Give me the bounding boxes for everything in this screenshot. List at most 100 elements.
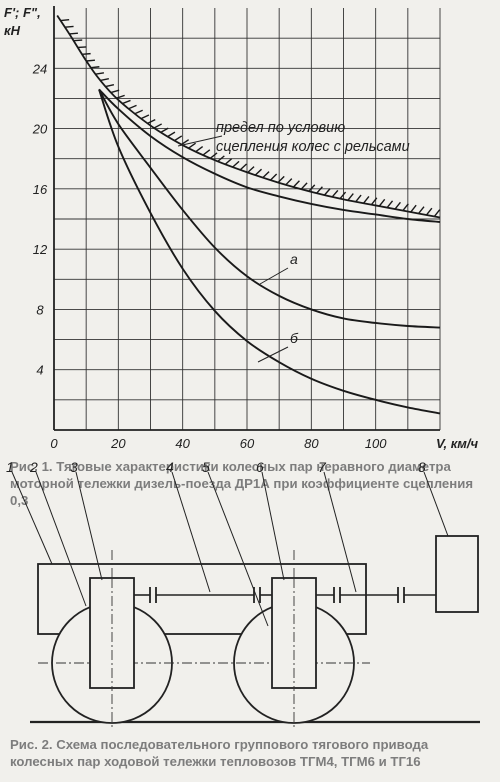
hatch-mark: [217, 155, 225, 162]
hatch-mark: [378, 198, 386, 207]
hatch-mark: [95, 72, 105, 75]
callout-8: 8: [418, 460, 426, 475]
axle-gearbox-left: [89, 577, 135, 689]
hatch-mark: [394, 201, 401, 210]
hatch-mark: [122, 99, 131, 105]
curve-label-a: а: [290, 251, 298, 267]
hatch-mark: [247, 166, 255, 174]
hatch-mark: [300, 182, 308, 190]
hatch-mark: [86, 59, 96, 62]
hatch-mark: [269, 173, 278, 181]
hatch-mark: [116, 94, 125, 99]
figure2-caption: Рис. 2. Схема последовательного группово…: [10, 737, 429, 769]
hatch-mark: [195, 145, 204, 153]
limit-annotation-leader: [177, 135, 223, 147]
y-tick-label: 8: [36, 302, 44, 317]
engine-block: [435, 535, 479, 613]
chart-grid: [54, 8, 440, 430]
bogie-frame: [37, 563, 367, 635]
hatch-mark: [239, 163, 248, 171]
tick-labels: 0 20 40 60 80 100 4 8 12 16 20 24: [32, 61, 388, 451]
hatch-mark: [81, 52, 91, 55]
hatch-mark: [370, 197, 378, 206]
hatch-mark: [308, 184, 316, 192]
hatch-mark: [277, 175, 285, 183]
y-tick-label: 16: [33, 182, 48, 197]
curve-b: [98, 89, 441, 415]
hatch-mark: [73, 39, 83, 42]
hatch-mark: [153, 123, 163, 129]
curve-limit-solid: [98, 88, 441, 223]
hatch-mark: [425, 207, 433, 216]
callout-leaders: [11, 471, 449, 627]
x-axis-label: V, км/ч: [436, 436, 479, 451]
hatch-mark: [285, 178, 293, 186]
hatch-mark: [209, 152, 218, 159]
curve-limit: [56, 15, 441, 219]
hatch-mark: [147, 118, 156, 125]
hatch-mark: [140, 114, 150, 120]
hatch-mark: [363, 195, 370, 204]
callout-1: 1: [6, 460, 14, 475]
chart-axes: [53, 6, 441, 431]
hatch-mark: [316, 186, 323, 194]
hatch-mark: [331, 189, 339, 198]
callout-3: 3: [70, 460, 78, 475]
hatch-mark: [69, 32, 78, 35]
hatch-mark: [77, 46, 87, 49]
hatch-mark: [224, 158, 233, 165]
hatch-mark: [202, 149, 211, 156]
hatch-mark: [323, 188, 331, 196]
hatch-mark: [418, 206, 425, 214]
hatch-mark: [160, 127, 169, 134]
limit-hatching: [60, 18, 441, 217]
callout-4: 4: [166, 460, 174, 475]
curve-a: [98, 88, 441, 329]
hatch-mark: [174, 135, 183, 142]
hatch-mark: [181, 139, 190, 146]
axle-gearbox-right: [271, 577, 317, 689]
drive-scheme: 1 2 3 4 5 6 7 8: [6, 460, 480, 730]
hatch-mark: [90, 66, 100, 69]
hatch-mark: [167, 131, 176, 138]
hatch-mark: [347, 193, 354, 201]
callout-7: 7: [318, 460, 327, 475]
x-tick-label: 20: [110, 436, 126, 451]
hatch-mark: [100, 78, 109, 82]
limit-annotation-line1: предел по условию: [216, 120, 345, 136]
y-tick-label: 12: [33, 242, 48, 257]
hatch-mark: [433, 209, 441, 217]
hatch-mark: [110, 89, 120, 94]
x-tick-label: 40: [175, 436, 190, 451]
hatch-mark: [60, 18, 70, 22]
y-tick-label: 20: [32, 122, 48, 137]
curve-label-a-leader: [259, 267, 289, 285]
hatch-mark: [355, 194, 362, 203]
figure1-caption: Рис. 1. Тяговые характеристики колесных …: [10, 459, 474, 508]
hatch-mark: [128, 104, 137, 110]
hatch-mark: [386, 200, 394, 209]
hatch-mark: [262, 171, 270, 179]
y-axis-label-top: F'; F",: [4, 5, 41, 20]
hatch-mark: [410, 204, 417, 213]
x-tick-label: 0: [50, 436, 58, 451]
hatch-mark: [254, 168, 263, 176]
traction-chart: 0 20 40 60 80 100 4 8 12 16 20 24 F'; F", кН V, км/…: [4, 5, 479, 451]
curve-label-b: б: [290, 330, 299, 346]
callout-2: 2: [29, 460, 38, 475]
y-tick-label: 4: [36, 363, 43, 378]
hatch-mark: [105, 84, 115, 88]
chart-series: [56, 15, 441, 415]
hatch-mark: [134, 109, 143, 115]
callout-numbers: 1 2 3 4 5 6 7 8: [6, 460, 426, 475]
hatch-mark: [402, 203, 409, 211]
hatch-mark: [188, 142, 197, 149]
hatch-mark: [64, 25, 74, 28]
callout-5: 5: [202, 460, 210, 475]
curve-label-b-leader: [257, 346, 289, 363]
x-tick-label: 100: [365, 436, 387, 451]
x-tick-label: 60: [240, 436, 255, 451]
hatch-mark: [232, 160, 240, 168]
hatch-mark: [339, 191, 347, 200]
y-axis-label-unit: кН: [4, 23, 21, 38]
